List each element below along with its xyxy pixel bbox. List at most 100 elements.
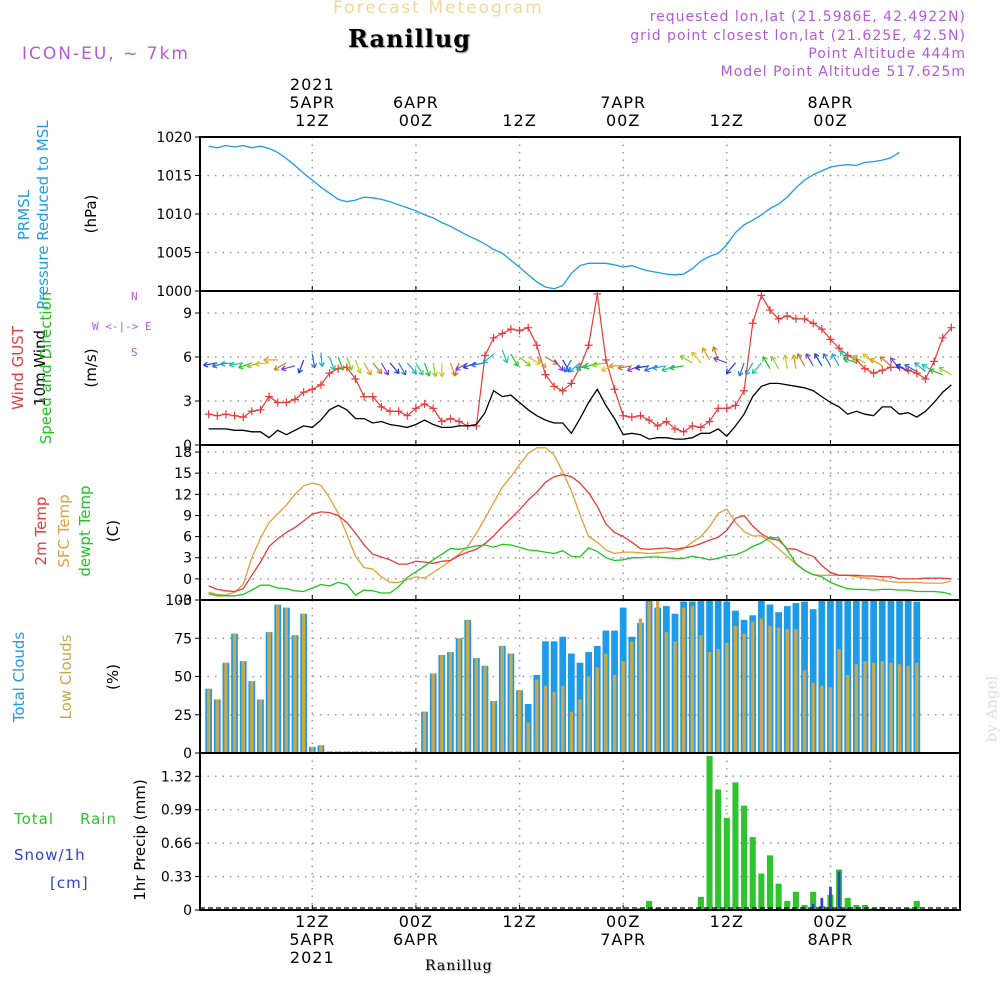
wind-direction-arrow <box>406 362 417 374</box>
wind-direction-arrow <box>831 353 840 367</box>
gust-marker <box>403 411 412 420</box>
gust-marker <box>601 355 610 364</box>
gust-marker <box>489 333 498 342</box>
wind-arrow-head <box>575 365 582 371</box>
gust-marker <box>869 369 878 378</box>
time-label-line: 7APR <box>600 93 647 112</box>
wind-arrow-head <box>652 364 658 371</box>
wind-speed-line <box>208 382 952 440</box>
gust-marker <box>679 427 688 436</box>
low-clouds-bar <box>630 641 634 753</box>
wind-arrow-head <box>263 356 269 364</box>
gust-marker <box>696 423 705 432</box>
rain-bar <box>715 789 722 910</box>
time-label: 12Z <box>687 112 767 130</box>
wind-arrow-head <box>679 355 686 361</box>
compass-n: N <box>131 290 138 303</box>
rain-bar <box>749 837 756 910</box>
wind-arrow-head <box>762 356 768 362</box>
wind-arrow-head <box>725 368 732 375</box>
time-label: 7APR 00Z <box>583 94 663 130</box>
wind-direction-arrow <box>691 351 702 364</box>
y-tick-label: 0.33 <box>161 870 192 886</box>
low-clouds-bar <box>742 633 746 753</box>
grid-point-coords: grid point closest lon,lat (21.625E, 42.… <box>630 28 966 44</box>
low-clouds-bar <box>690 606 694 753</box>
gust-marker <box>239 413 248 422</box>
gust-marker <box>627 413 636 422</box>
wind-arrow-head <box>330 365 336 371</box>
total-clouds-bar <box>809 609 817 753</box>
wind-arrow-head <box>400 369 407 376</box>
time-label-line: 00Z <box>813 111 848 130</box>
wind-arrow-head <box>254 360 260 367</box>
gust-marker <box>722 404 731 413</box>
y-tick-label: 0.99 <box>161 803 192 819</box>
snow-label: Snow/1h <box>14 846 86 864</box>
gust-marker <box>921 375 930 383</box>
low-clouds-bar <box>811 682 815 753</box>
time-label: 00Z 7APR <box>583 913 663 949</box>
gust-marker <box>506 325 515 334</box>
gust-marker <box>688 421 697 430</box>
gust-marker <box>541 370 550 379</box>
low-clouds-bar <box>889 662 893 753</box>
wind-arrow-head <box>273 365 280 371</box>
time-label-line: 6APR <box>392 930 439 949</box>
wind-direction-arrow <box>792 354 797 369</box>
rain-bar <box>913 900 920 910</box>
wind-direction-arrow <box>661 365 676 372</box>
gust-marker <box>671 424 679 433</box>
watermark: by Angel <box>982 675 1000 743</box>
y-tick-label: 0 <box>183 746 192 762</box>
wind-arrow-head <box>455 365 461 371</box>
gust-marker <box>791 314 800 323</box>
wind-direction-arrow <box>669 365 684 369</box>
wind-direction-arrow <box>527 356 541 365</box>
wind-direction-arrow <box>510 353 519 367</box>
wind-direction-arrow <box>929 369 943 376</box>
wind-direction-arrow <box>713 357 728 364</box>
time-label-line: 12Z <box>709 111 744 130</box>
time-label-line: 2021 <box>289 75 335 94</box>
gust-marker <box>938 333 947 342</box>
wind-direction-arrow <box>890 357 901 370</box>
panel-frame <box>199 444 961 601</box>
wind-direction-arrow <box>895 364 909 373</box>
low-clouds-bar <box>500 645 504 753</box>
low-clouds-bar <box>310 746 314 753</box>
wind-arrow-head <box>751 368 758 375</box>
low-clouds-bar <box>535 679 539 753</box>
wind-direction-arrow <box>415 362 424 376</box>
gust-marker <box>783 311 792 320</box>
low-clouds-bar <box>733 626 738 753</box>
low-clouds-bar <box>707 652 712 753</box>
time-label: 12Z <box>480 112 560 130</box>
time-label-line: 8APR <box>807 930 854 949</box>
wind-arrow-head <box>203 361 209 368</box>
low-clouds-bar <box>491 700 496 753</box>
gust-marker <box>481 351 489 360</box>
time-label-line: 00Z <box>398 111 434 130</box>
wind-arrow-head <box>281 365 287 372</box>
low-clouds-bar <box>915 662 919 753</box>
wind-arrow-head <box>862 353 868 359</box>
snow-unit-label: [cm] <box>50 874 89 892</box>
time-label-line: 12Z <box>502 912 537 931</box>
y-tick-label: 1015 <box>156 169 192 185</box>
y-tick-label: 0.66 <box>161 836 192 852</box>
time-label-line: 5APR <box>289 930 336 949</box>
wind-arrow-head <box>737 371 744 377</box>
low-clouds-bar <box>751 621 755 753</box>
low-clouds-bar <box>561 685 565 753</box>
low-clouds-bar <box>440 655 444 753</box>
wind-direction-arrow <box>745 362 754 376</box>
wind-arrow-head <box>297 368 304 374</box>
low-clouds-bar <box>293 635 297 753</box>
gust-marker <box>472 421 481 430</box>
model-altitude: Model Point Altitude 517.625m <box>720 64 966 80</box>
gust-marker <box>774 314 783 323</box>
time-label: 8APR 00Z <box>790 94 870 130</box>
wind-arrow-head <box>425 371 431 377</box>
